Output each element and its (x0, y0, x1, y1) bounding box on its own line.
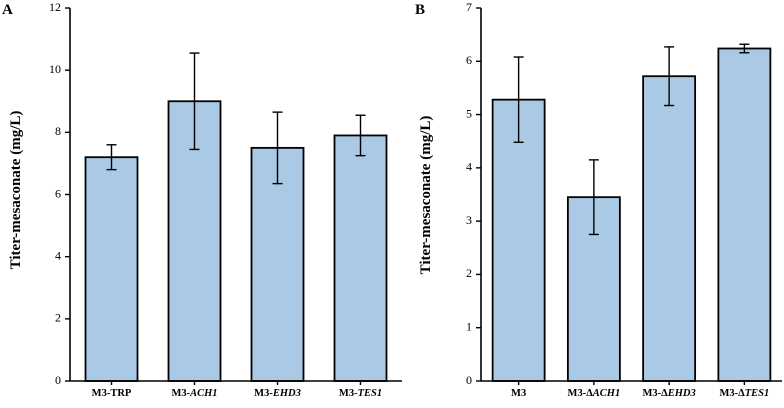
panel-a-y-tick-label: 6 (55, 186, 61, 200)
panel-b-x-tick-label: M3-ΔACH1 (568, 388, 621, 399)
panel-b-marks: M3 M3-ΔACH1 M3-ΔEHD3 M3-ΔTES1 0 1 2 3 4 5 6 7 (466, 0, 782, 399)
panel-a-label: A (2, 2, 13, 18)
panel-a-y-tick-label: 4 (55, 248, 61, 262)
panel-b-y-tick-label: 1 (466, 319, 472, 333)
panel-b-y-tick-label: 4 (466, 160, 472, 174)
panel-a: A Titer-mesaconate (mg/L) M3-TRP M3-ACH1 M… (2, 0, 402, 399)
panel-a-bar (333, 134, 388, 382)
panel-a-y-tick-label: 8 (55, 124, 61, 138)
panel-a-y-tick-label: 0 (55, 373, 61, 387)
panel-b-y-tick-label: 5 (466, 106, 472, 120)
panel-b-x-tick-label: M3 (511, 388, 526, 399)
panel-a-bar (84, 156, 139, 382)
panel-b: B Titer-mesaconate (mg/L) M3 M3-ΔACH1 M3-Δ… (415, 0, 782, 399)
panel-b-label: B (415, 2, 425, 18)
panel-b-y-tick-label: 3 (466, 213, 472, 227)
panel-a-x-tick-label: M3-TES1 (339, 388, 382, 399)
panel-b-bar (717, 47, 772, 382)
panel-a-y-tick-label: 10 (49, 62, 61, 76)
panel-b-y-tick-label: 0 (466, 373, 472, 387)
panel-b-y-axis-label: Titer-mesaconate (mg/L) (418, 116, 434, 275)
panel-a-x-tick-label: M3-ACH1 (171, 388, 217, 399)
panel-a-y-axis-label: Titer-mesaconate (mg/L) (8, 111, 24, 270)
panel-b-bar (642, 75, 697, 382)
panel-b-y-tick-label: 7 (466, 0, 472, 14)
panel-a-y-tick-label: 12 (49, 0, 61, 14)
panel-b-y-tick-label: 2 (466, 266, 472, 280)
panel-a-marks: M3-TRP M3-ACH1 M3-EHD3 M3-TES1 0 2 4 6 8 10 12 (49, 0, 402, 399)
panel-b-x-tick-label: M3-ΔEHD3 (642, 388, 695, 399)
panel-b-y-tick-label: 6 (466, 53, 472, 67)
panel-b-x-tick-label: M3-ΔTES1 (719, 388, 769, 399)
panel-a-x-tick-label: M3-TRP (92, 388, 132, 399)
panel-a-y-tick-label: 2 (55, 311, 61, 325)
panel-a-x-tick-label: M3-EHD3 (254, 388, 301, 399)
